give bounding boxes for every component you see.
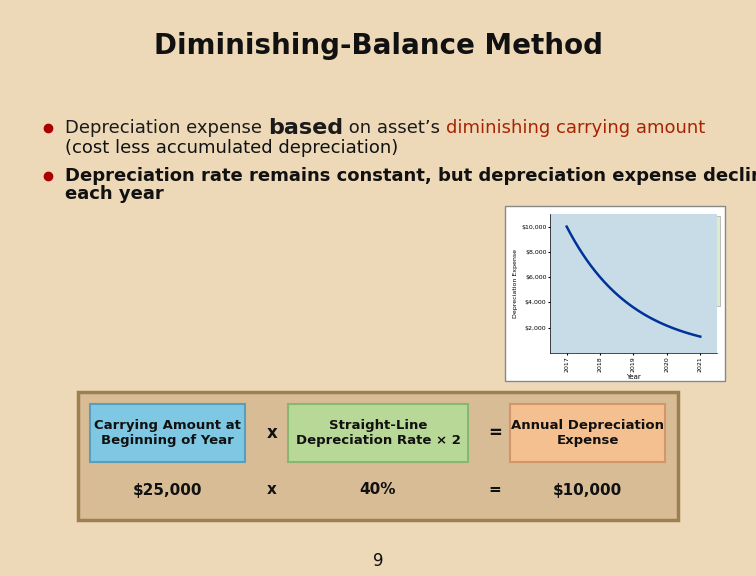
Text: 40%: 40% — [360, 483, 396, 498]
Circle shape — [678, 280, 686, 288]
Text: x: x — [267, 424, 277, 442]
Text: Depreciation rate remains constant, but depreciation expense declines: Depreciation rate remains constant, but … — [65, 167, 756, 185]
Text: on asset’s: on asset’s — [343, 119, 445, 137]
FancyBboxPatch shape — [510, 404, 665, 462]
Text: based: based — [268, 118, 343, 138]
FancyBboxPatch shape — [635, 246, 700, 281]
Text: Carrying Amount at
Beginning of Year: Carrying Amount at Beginning of Year — [94, 419, 241, 447]
Text: =: = — [488, 483, 501, 498]
Text: diminishing carrying amount: diminishing carrying amount — [445, 119, 705, 137]
Text: (cost less accumulated depreciation): (cost less accumulated depreciation) — [65, 139, 398, 157]
Text: x: x — [267, 483, 277, 498]
FancyBboxPatch shape — [505, 206, 725, 381]
Circle shape — [674, 276, 690, 292]
Text: each year: each year — [65, 185, 164, 203]
Text: =: = — [488, 424, 502, 442]
Text: 9: 9 — [373, 552, 383, 570]
Y-axis label: Depreciation Expense: Depreciation Expense — [513, 249, 519, 318]
FancyBboxPatch shape — [90, 404, 245, 462]
FancyBboxPatch shape — [620, 216, 720, 306]
Text: Depreciation expense: Depreciation expense — [65, 119, 268, 137]
Text: $25,000: $25,000 — [133, 483, 203, 498]
X-axis label: Year: Year — [626, 374, 641, 380]
Text: Straight-Line
Depreciation Rate × 2: Straight-Line Depreciation Rate × 2 — [296, 419, 460, 447]
FancyBboxPatch shape — [680, 246, 705, 268]
Circle shape — [638, 280, 646, 288]
Text: $10,000: $10,000 — [553, 483, 622, 498]
FancyBboxPatch shape — [288, 404, 468, 462]
FancyBboxPatch shape — [78, 392, 678, 520]
Text: Annual Depreciation
Expense: Annual Depreciation Expense — [511, 419, 664, 447]
Text: Diminishing-Balance Method: Diminishing-Balance Method — [153, 32, 603, 60]
Circle shape — [634, 276, 650, 292]
